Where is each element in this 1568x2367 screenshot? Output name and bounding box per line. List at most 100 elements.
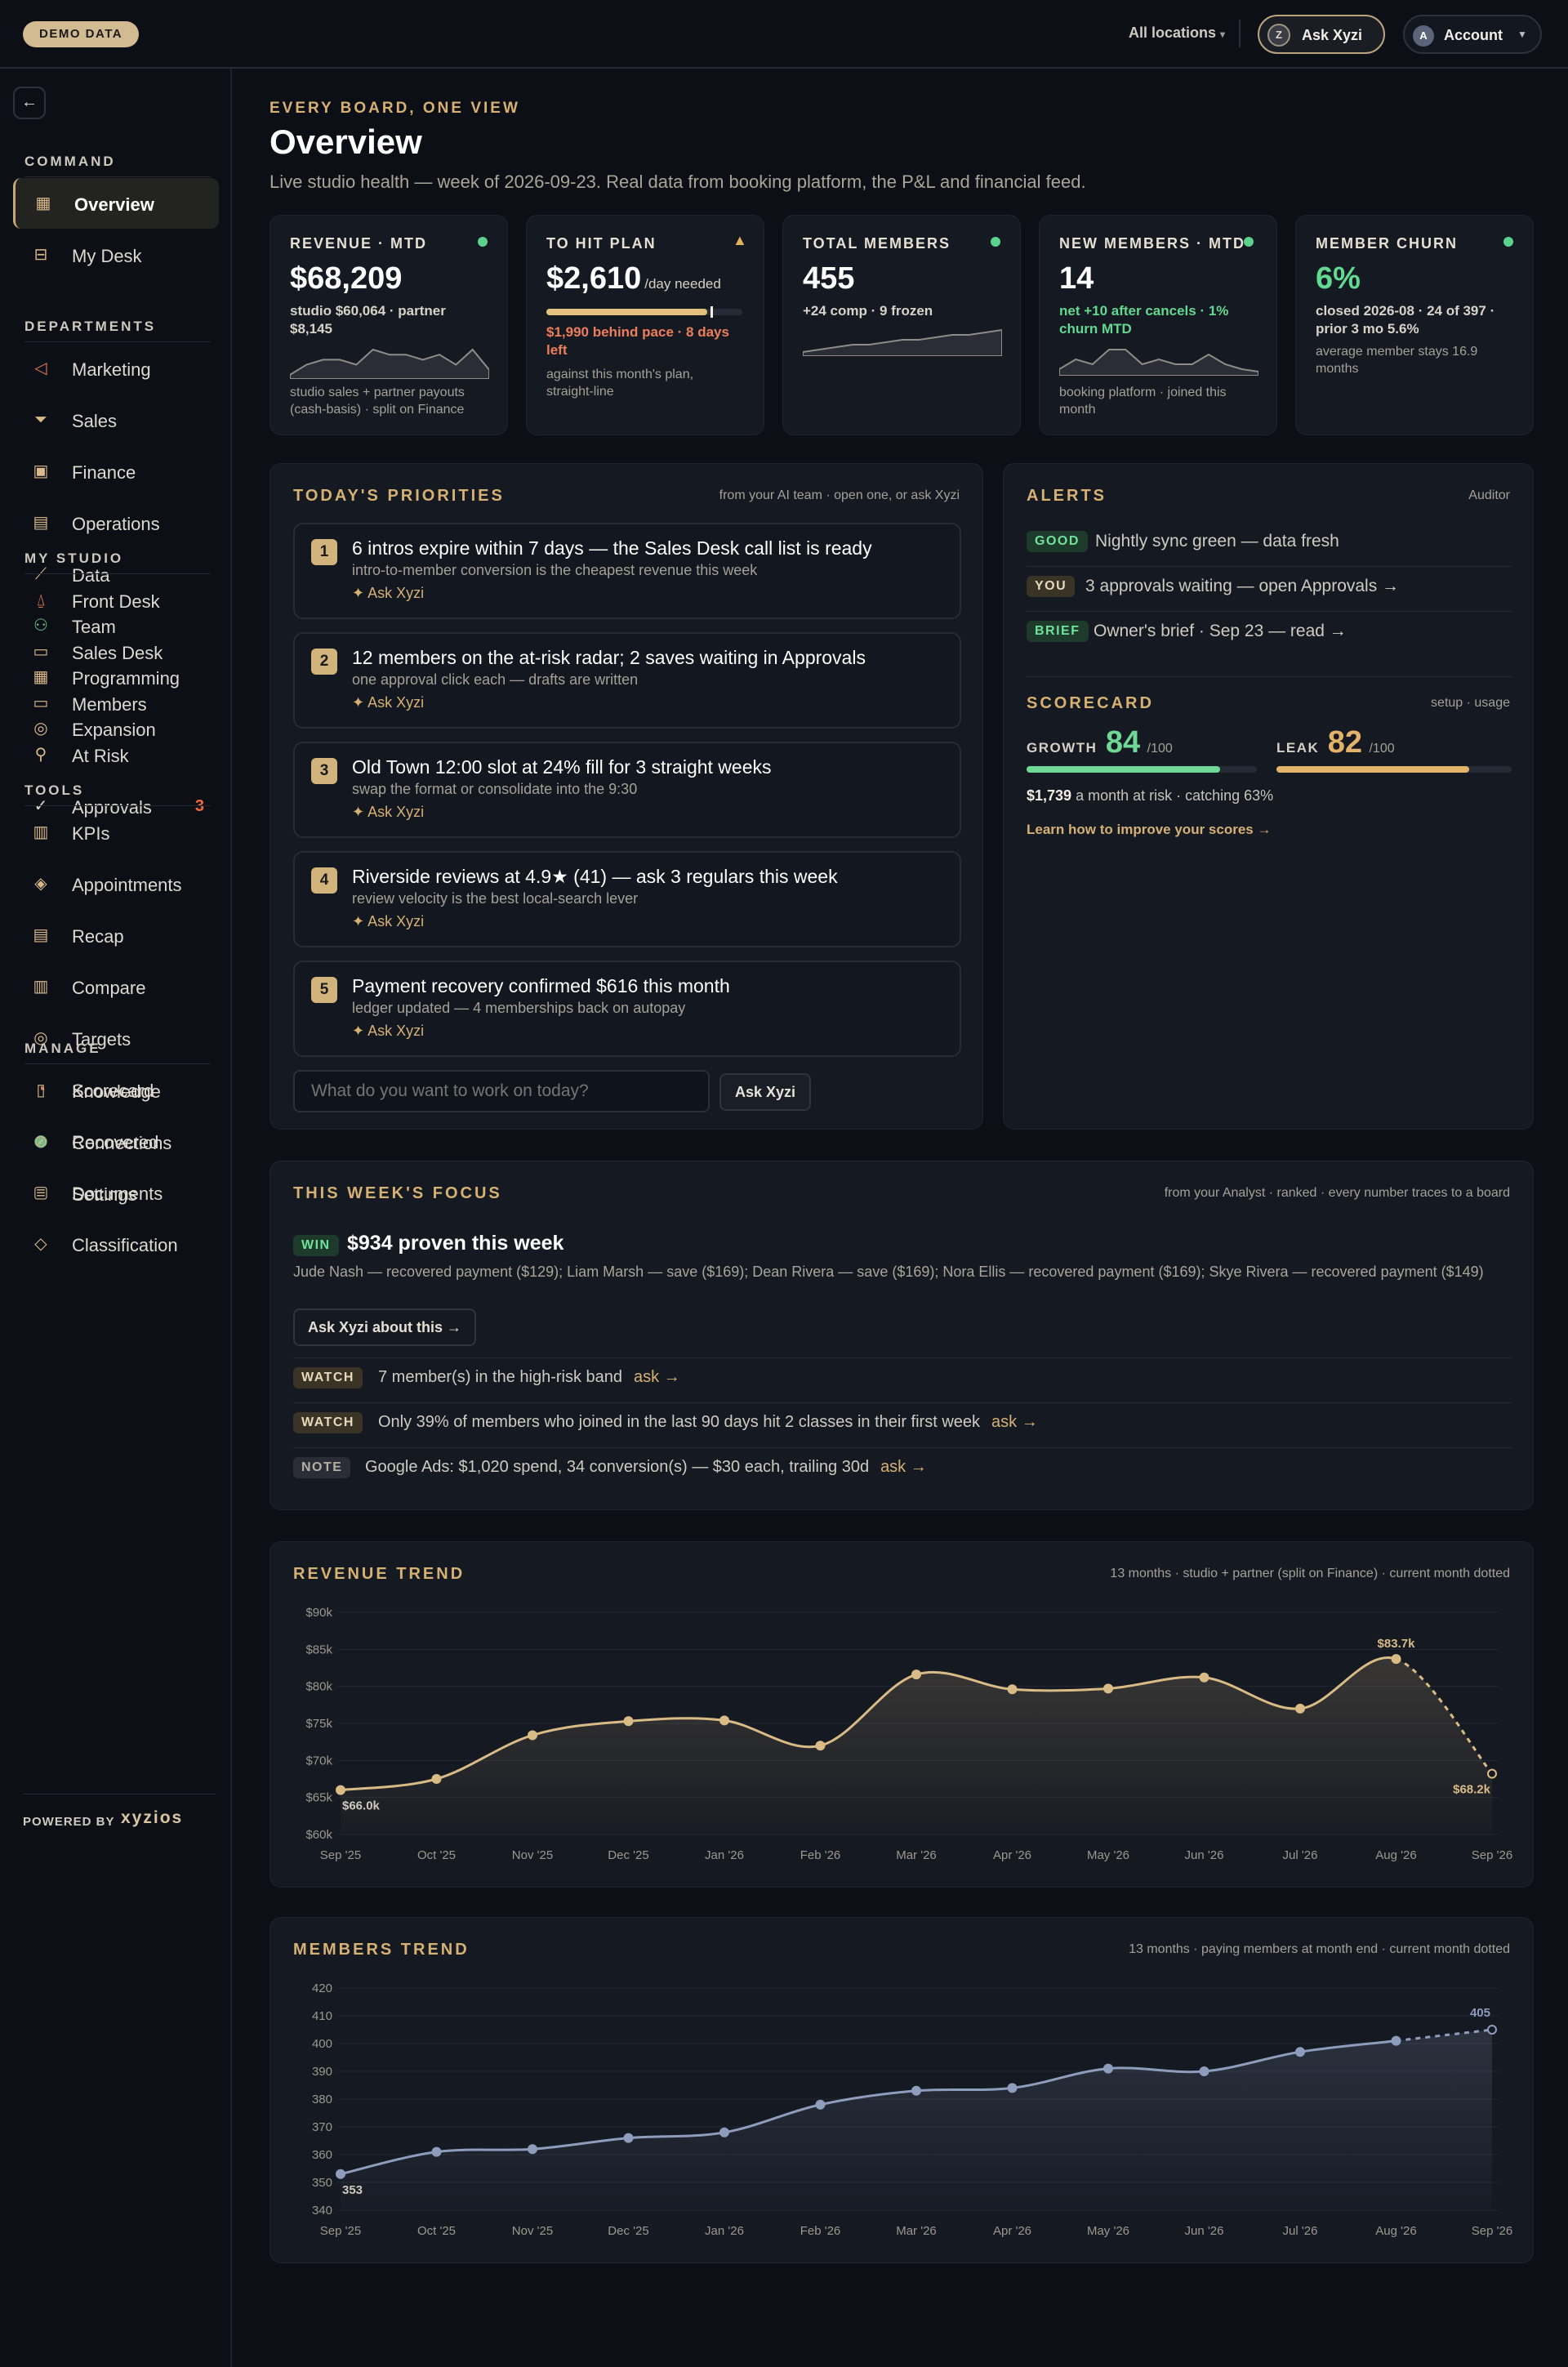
sidebar-item-targets[interactable]: ◎ Targets (13, 1013, 219, 1063)
y-tick-label: 420 (312, 1981, 332, 1995)
data-point[interactable] (1295, 1703, 1305, 1714)
priority-ask-xyzi-link[interactable]: ✦ Ask Xyzi (352, 585, 425, 601)
sidebar-item-members[interactable]: ▭ Members (13, 678, 219, 729)
data-point[interactable] (1487, 1768, 1497, 1779)
data-point[interactable] (911, 1669, 921, 1680)
data-point[interactable] (1295, 2047, 1305, 2057)
data-point[interactable] (431, 2146, 442, 2157)
priority-item[interactable]: 2 12 members on the at-risk radar; 2 save… (293, 632, 961, 729)
priority-item[interactable]: 3 Old Town 12:00 slot at 24% fill for 3 s… (293, 742, 961, 838)
section-meta-auditor[interactable]: Auditor (1468, 488, 1510, 502)
priority-ask-xyzi-link[interactable]: ✦ Ask Xyzi (352, 913, 425, 929)
data-point[interactable] (1391, 1654, 1401, 1665)
data-point[interactable] (1007, 2083, 1018, 2093)
data-point[interactable] (1487, 2025, 1497, 2035)
sidebar-item-expansion[interactable]: ◎ Expansion (13, 703, 219, 754)
sidebar-item-front-desk[interactable]: ⍙ Front Desk (13, 575, 219, 626)
priority-item[interactable]: 5 Payment recovery confirmed $616 this mo… (293, 961, 961, 1057)
focus-ask-link[interactable]: ask → (634, 1368, 680, 1386)
data-point[interactable] (911, 2085, 921, 2096)
priority-title: Old Town 12:00 slot at 24% fill for 3 st… (352, 756, 772, 778)
priority-ask-xyzi-link[interactable]: ✦ Ask Xyzi (352, 804, 425, 820)
data-point[interactable] (815, 2099, 826, 2110)
sidebar-item-knowledge[interactable]: ▯ Knowledge (13, 1065, 219, 1116)
sidebar-item-overview[interactable]: ▦ Overview (13, 178, 219, 229)
sidebar-item-approvals[interactable]: ✓ Approvals 3 (13, 781, 219, 831)
focus-ask-link[interactable]: ask → (880, 1458, 927, 1476)
sidebar-item-recap[interactable]: ▤ Recap (13, 910, 219, 961)
data-point[interactable] (336, 1785, 345, 1795)
kpi-card-revenue[interactable]: REVENUE · MTD $68,209 studio $60,064 · p… (270, 215, 508, 435)
sidebar-item-operations[interactable]: ▤ Operations (13, 497, 219, 548)
sidebar-item-scorecard[interactable]: ◔ Scorecard (13, 1064, 219, 1115)
sidebar-item-kpis[interactable]: ▥ KPIs (13, 807, 219, 858)
data-point[interactable] (1199, 1672, 1209, 1683)
sidebar-item-compare[interactable]: ▥ Compare (13, 961, 219, 1012)
collapse-sidebar-button[interactable]: ← (13, 87, 46, 119)
kpi-card-new-members[interactable]: NEW MEMBERS · MTD 14 net +10 after cance… (1039, 215, 1277, 435)
priority-ask-xyzi-link[interactable]: ✦ Ask Xyzi (352, 1023, 425, 1039)
priority-item[interactable]: 4 Riverside reviews at 4.9★ (41) — ask 3 … (293, 851, 961, 947)
sidebar-item-settings[interactable]: ≡ Settings (13, 1168, 219, 1219)
sidebar-item-documents[interactable]: ▢ Documents (13, 1167, 219, 1218)
data-point[interactable] (1199, 2066, 1209, 2076)
sidebar-item-programming[interactable]: ▦ Programming (13, 652, 219, 702)
ask-xyzi-submit-button[interactable]: Ask Xyzi (719, 1073, 811, 1111)
divider (293, 1402, 1512, 1403)
alert-text[interactable]: 3 approvals waiting — open Approvals → (1085, 577, 1400, 595)
leak-label: LEAK (1276, 740, 1320, 756)
x-tick-label: Nov '25 (512, 1848, 553, 1862)
series-line-current-month (1395, 1657, 1494, 1775)
kpi-card-total-members[interactable]: TOTAL MEMBERS 455 +24 comp · 9 frozen (782, 215, 1021, 435)
sidebar-item-at-risk[interactable]: ⚲ At Risk (13, 729, 219, 780)
sidebar-item-marketing[interactable]: ◁ Marketing (13, 343, 219, 394)
plan-progress-track (546, 306, 742, 318)
account-menu[interactable]: A Account ▼ (1403, 15, 1542, 54)
sidebar-item-team[interactable]: ⚇ Team (13, 600, 219, 651)
data-point[interactable] (719, 2127, 729, 2137)
data-point[interactable] (431, 1774, 442, 1784)
kpi-card-member-churn[interactable]: MEMBER CHURN 6% closed 2026-08 · 24 of 3… (1295, 215, 1534, 435)
ask-xyzi-button[interactable]: Z Ask Xyzi (1258, 15, 1385, 54)
growth-bar-fill (1027, 766, 1220, 773)
x-tick-label: Sep '25 (320, 1848, 361, 1862)
sidebar-item-recovered[interactable]: ◉ Recovered (13, 1116, 219, 1166)
data-point[interactable] (336, 2169, 345, 2179)
data-point[interactable] (815, 1741, 826, 1751)
kpi-detail: net +10 after cancels · 1% churn MTD (1059, 303, 1229, 337)
focus-item: Google Ads: $1,020 spend, 34 conversion(… (365, 1458, 927, 1477)
alert-text[interactable]: Owner's brief · Sep 23 — read → (1094, 622, 1347, 640)
data-point[interactable] (719, 1715, 729, 1726)
data-point[interactable] (1103, 2063, 1113, 2074)
sidebar-item-appointments[interactable]: ◈ Appointments (13, 858, 219, 909)
sidebar-item-finance[interactable]: ▣ Finance (13, 446, 219, 497)
ask-xyzi-about-win-button[interactable]: Ask Xyzi about this → (293, 1308, 477, 1346)
work-on-today-input[interactable] (295, 1072, 708, 1111)
sidebar-item-sales[interactable]: ⏷ Sales (13, 394, 219, 445)
priority-item[interactable]: 1 6 intros expire within 7 days — the Sal… (293, 523, 961, 619)
sidebar-item-classification[interactable]: ◇ Classification (13, 1219, 219, 1269)
data-point[interactable] (528, 2144, 537, 2155)
improve-scores-link[interactable]: Learn how to improve your scores → (1027, 822, 1272, 837)
sidebar-item-my-desk[interactable]: ⊟ My Desk (13, 230, 219, 280)
location-selector[interactable]: All locations ▾ (1129, 25, 1225, 42)
sidebar: ← COMMAND ▦ Overview ⊟ My Desk DEPARTMENTS ◁ Ma… (0, 69, 232, 2367)
data-point[interactable] (623, 1716, 634, 1727)
kpi-card-to-hit-plan[interactable]: TO HIT PLAN ▲ $2,610/day needed $1,990 b… (526, 215, 764, 435)
sidebar-item-connections[interactable]: ⊘ Connections (13, 1117, 219, 1167)
recovered-icon: ◉ (33, 1132, 48, 1150)
sidebar-item-label: Operations (72, 514, 160, 534)
sidebar-item-sales-desk[interactable]: ▭ Sales Desk (13, 626, 219, 677)
kpi-footnote: booking platform · joined this month (1059, 386, 1227, 417)
y-tick-label: 340 (312, 2204, 332, 2218)
sidebar-item-data[interactable]: ⟋ Data (13, 549, 219, 600)
data-point[interactable] (623, 2133, 634, 2143)
data-point[interactable] (528, 1730, 537, 1741)
data-point[interactable] (1391, 2035, 1401, 2046)
priority-ask-xyzi-link[interactable]: ✦ Ask Xyzi (352, 694, 425, 711)
scorecard-meta[interactable]: setup · usage (1431, 696, 1510, 710)
data-point[interactable] (1103, 1683, 1113, 1694)
sidebar-item-label: Knowledge (72, 1081, 161, 1102)
focus-ask-link[interactable]: ask → (991, 1413, 1038, 1431)
data-point[interactable] (1007, 1684, 1018, 1695)
